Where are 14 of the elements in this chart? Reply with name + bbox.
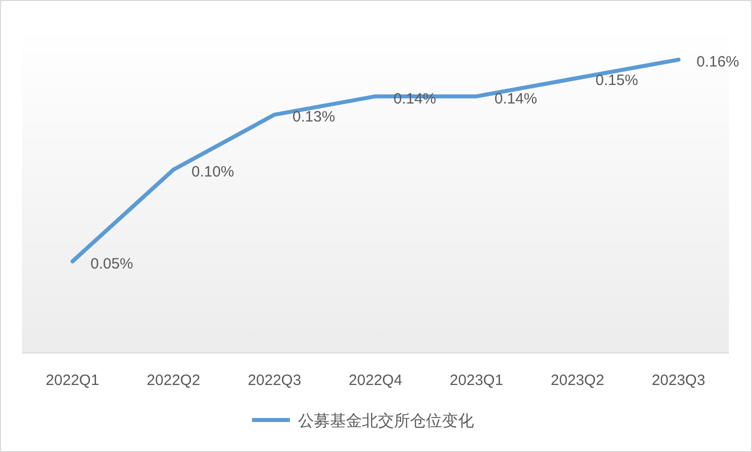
- x-tick-label: 2022Q2: [146, 372, 200, 389]
- data-label: 0.16%: [696, 54, 740, 71]
- x-tick-label: 2023Q2: [550, 372, 604, 389]
- x-tick-label: 2022Q3: [248, 372, 302, 389]
- data-label: 0.15%: [596, 72, 638, 89]
- x-tick-label: 2022Q4: [348, 372, 402, 389]
- data-label: 0.13%: [292, 108, 336, 126]
- data-label: 0.14%: [494, 90, 538, 108]
- x-tick-label: 2022Q1: [46, 372, 100, 389]
- legend-label: 公募基金北交所仓位变化: [298, 412, 474, 430]
- data-label: 0.10%: [192, 164, 234, 181]
- x-tick-label: 2023Q1: [450, 372, 504, 389]
- x-tick-label: 2023Q3: [652, 372, 706, 389]
- data-label: 0.05%: [90, 255, 134, 272]
